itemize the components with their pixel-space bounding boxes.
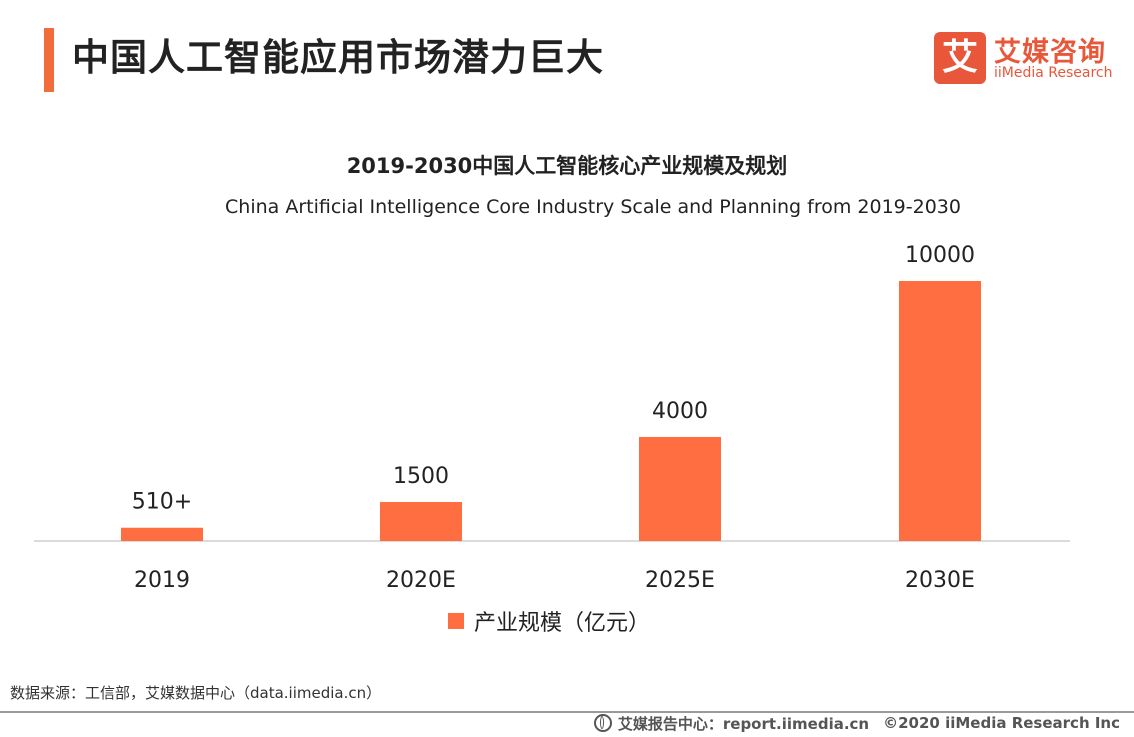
chart-legend: 产业规模（亿元） <box>448 606 650 636</box>
bar-value-label-2020E: 1500 <box>393 464 449 489</box>
footer-copyright: ©2020 iiMedia Research Inc <box>883 714 1120 732</box>
page-title: 中国人工智能应用市场潜力巨大 <box>72 36 604 79</box>
data-source: 数据来源：工信部，艾媒数据中心（data.iimedia.cn） <box>10 684 382 702</box>
chart-title: 2019-2030中国人工智能核心产业规模及规划 <box>346 154 788 178</box>
footer: 艾媒报告中心：report.iimedia.cn ©2020 iiMedia R… <box>593 712 1120 734</box>
x-tick-label-2025E: 2025E <box>645 568 715 593</box>
chart-subtitle: China Artificial Intelligence Core Indus… <box>225 196 961 218</box>
globe-icon <box>593 714 612 732</box>
bar-2030E <box>899 281 981 541</box>
iimedia-logo: 艾 艾媒咨询 iiMedia Research <box>934 32 1124 88</box>
logo-mark: 艾 <box>934 32 986 84</box>
x-tick-label-2030E: 2030E <box>905 568 975 593</box>
footer-divider <box>0 711 1134 713</box>
logo-name-cn: 艾媒咨询 <box>994 37 1106 68</box>
logo-name-en: iiMedia Research <box>994 65 1113 81</box>
legend-swatch <box>448 613 464 629</box>
footer-report-link[interactable]: 艾媒报告中心：report.iimedia.cn <box>617 714 870 733</box>
bar-2019 <box>121 527 203 541</box>
x-tick-label-2020E: 2020E <box>386 568 456 593</box>
bar-value-label-2025E: 4000 <box>652 399 708 424</box>
legend-label: 产业规模（亿元） <box>474 611 651 636</box>
bar-2025E <box>639 437 721 541</box>
bar-2020E <box>380 502 462 541</box>
title-accent-bar <box>44 28 54 92</box>
bar-value-label-2019: 510+ <box>132 490 192 515</box>
x-tick-label-2019: 2019 <box>134 568 190 593</box>
bar-value-label-2030E: 10000 <box>905 243 975 268</box>
